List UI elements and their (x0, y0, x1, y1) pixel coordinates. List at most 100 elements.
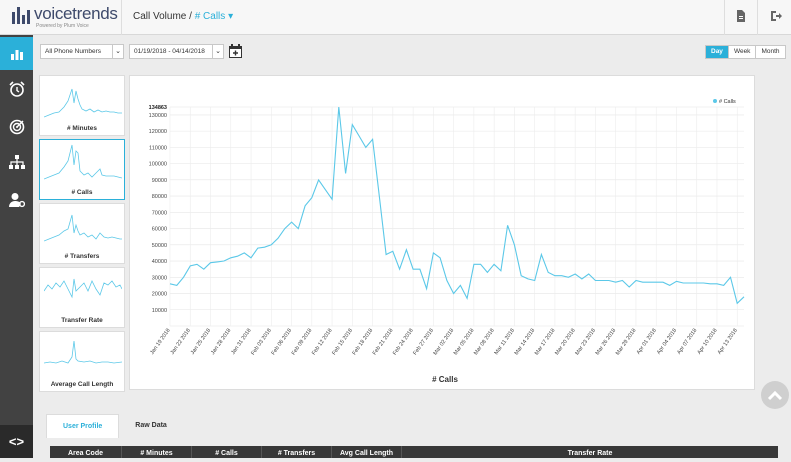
x-tick-label: Jan 25 2018 (190, 328, 212, 356)
x-tick-label: Mar 29 2018 (615, 328, 638, 357)
x-tick-label: Apr 10 2018 (697, 328, 719, 356)
table-header: Area Code # Minutes # Calls # Transfers … (50, 446, 778, 458)
tab-raw-data[interactable]: Raw Data (135, 422, 167, 429)
x-tick-label: Mar 17 2018 (534, 328, 557, 357)
x-tick-label: Jan 19 2018 (149, 328, 171, 356)
scroll-to-top-button[interactable] (761, 381, 789, 409)
x-tick-label: Feb 24 2018 (392, 328, 415, 357)
y-tick-label: 70000 (152, 210, 167, 216)
range-day-button[interactable]: Day (706, 46, 728, 58)
y-tick-label: 20000 (152, 292, 167, 298)
x-tick-label: Jan 28 2018 (210, 328, 232, 356)
y-tick-label: 40000 (152, 259, 167, 265)
thumb-label: # Transfers (64, 253, 100, 260)
y-tick-label: 50000 (152, 243, 167, 249)
x-tick-label: Apr 04 2018 (656, 328, 678, 356)
y-max-label: 134863 (149, 105, 167, 111)
sidebar-item-alarms[interactable] (0, 72, 33, 105)
document-icon[interactable] (734, 10, 748, 24)
sidebar-item-hierarchy[interactable] (0, 145, 33, 178)
range-toggle: Day Week Month (705, 45, 786, 59)
x-tick-label: Apr 13 2018 (717, 328, 739, 356)
x-tick-label: Mar 14 2018 (514, 328, 537, 357)
y-tick-label: 110000 (149, 145, 167, 151)
date-range-select[interactable]: 01/19/2018 - 04/14/2018 ⌄ (129, 44, 224, 59)
x-axis-title: # Calls (432, 375, 458, 384)
thumb-label: # Calls (71, 189, 93, 196)
phone-number-select-value: All Phone Numbers (45, 48, 101, 55)
metric-dropdown-label: # Calls (194, 11, 226, 22)
x-tick-label: Feb 18 2018 (352, 328, 375, 357)
target-icon (9, 119, 24, 134)
column-header[interactable]: Area Code (50, 446, 122, 458)
range-month-button[interactable]: Month (755, 46, 784, 58)
phone-number-select[interactable]: All Phone Numbers ⌄ (40, 44, 124, 59)
x-tick-label: Feb 21 2018 (372, 328, 395, 357)
thumb-label: Transfer Rate (61, 317, 103, 324)
x-tick-label: Feb 03 2018 (250, 328, 273, 357)
breadcrumb: Call Volume / # Calls ▾ (133, 11, 233, 22)
column-header[interactable]: # Minutes (122, 446, 192, 458)
y-tick-label: 10000 (152, 308, 167, 314)
calendar-add-icon[interactable] (229, 44, 242, 58)
sidebar-item-call-volume[interactable] (0, 37, 33, 70)
x-tick-label: Jan 31 2018 (230, 328, 252, 356)
logo[interactable]: voicetrends Powered by Plum Voice (12, 4, 120, 31)
legend-marker (713, 99, 717, 103)
thumb-minutes[interactable]: # Minutes (39, 75, 125, 136)
x-tick-label: Mar 02 2018 (433, 328, 456, 357)
bar-chart-icon (10, 49, 23, 60)
chevron-down-icon: ⌄ (212, 45, 223, 58)
x-tick-label: Mar 23 2018 (574, 328, 597, 357)
chevron-down-icon: ⌄ (112, 45, 123, 58)
chevron-down-icon: ▾ (228, 11, 234, 22)
x-tick-label: Mar 08 2018 (473, 328, 496, 357)
x-tick-label: Mar 05 2018 (453, 328, 476, 357)
range-week-button[interactable]: Week (727, 46, 756, 58)
y-tick-label: 130000 (149, 113, 167, 119)
breadcrumb-root: Call Volume / (133, 11, 192, 22)
user-settings-icon (8, 192, 25, 207)
sidebar-item-goals[interactable] (0, 110, 33, 143)
detail-tabs: User Profile Raw Data (46, 414, 183, 438)
chevron-up-icon (767, 390, 783, 401)
column-header[interactable]: Transfer Rate (567, 450, 613, 457)
date-range-value: 01/19/2018 - 04/14/2018 (134, 48, 205, 55)
calls-series-line (169, 106, 745, 305)
y-tick-label: 100000 (149, 162, 167, 168)
x-tick-label: Feb 09 2018 (291, 328, 314, 357)
x-tick-label: Apr 07 2018 (676, 328, 698, 356)
legend-label: # Calls (719, 99, 736, 105)
x-tick-label: Jan 22 2018 (170, 328, 192, 356)
org-chart-icon (8, 154, 25, 169)
y-tick-label: 60000 (152, 227, 167, 233)
logo-name: voicetrends (34, 4, 118, 23)
y-tick-label: 120000 (149, 129, 167, 135)
x-tick-label: Apr 01 2018 (636, 328, 658, 356)
y-tick-label: 80000 (152, 194, 167, 200)
metric-dropdown[interactable]: # Calls ▾ (195, 11, 233, 22)
sidebar-item-users[interactable] (0, 183, 33, 216)
x-tick-label: Feb 06 2018 (271, 328, 294, 357)
thumb-transfer-rate[interactable]: Transfer Rate (39, 267, 125, 328)
thumb-label: Average Call Length (50, 381, 114, 388)
x-tick-label: Feb 15 2018 (331, 328, 354, 357)
top-bar: voicetrends Powered by Plum Voice Call V… (0, 0, 791, 35)
column-header[interactable]: # Calls (192, 446, 262, 458)
x-tick-label: Feb 27 2018 (412, 328, 435, 357)
thumb-label: # Minutes (67, 125, 97, 132)
y-tick-label: 30000 (152, 275, 167, 281)
thumb-transfers[interactable]: # Transfers (39, 203, 125, 264)
chart-panel: 10000 20000 30000 40000 50000 60000 70000 80000… (129, 75, 755, 390)
x-tick-label: Mar 26 2018 (595, 328, 618, 357)
tab-user-profile[interactable]: User Profile (46, 414, 120, 438)
thumb-average-call-length[interactable]: Average Call Length (39, 331, 125, 392)
logo-subtitle: Powered by Plum Voice (36, 23, 89, 29)
column-header[interactable]: # Transfers (262, 446, 332, 458)
thumb-calls[interactable]: # Calls (39, 139, 125, 200)
column-header[interactable]: Avg Call Length (332, 446, 402, 458)
code-brackets-icon[interactable]: <> (0, 425, 33, 458)
logo-bars-icon (12, 7, 30, 24)
logout-icon[interactable] (769, 10, 783, 24)
calls-line-chart: 10000 20000 30000 40000 50000 60000 70000 80000… (149, 99, 745, 384)
